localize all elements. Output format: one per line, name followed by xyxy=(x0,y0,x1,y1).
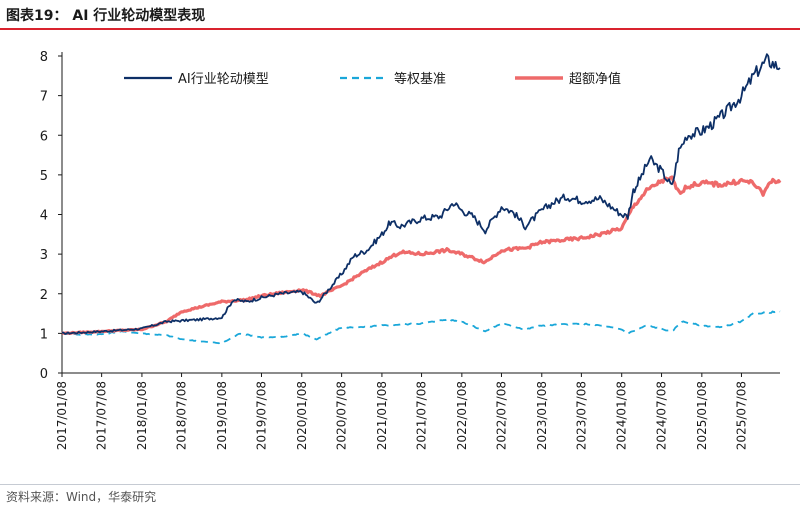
x-tick-label: 2024/07/08 xyxy=(655,381,669,450)
series-line-2 xyxy=(61,175,782,336)
y-tick-label: 6 xyxy=(40,129,48,144)
x-tick-label: 2022/07/08 xyxy=(494,381,508,450)
x-tick-label: 2021/01/08 xyxy=(375,381,389,450)
x-tick-label: 2025/01/08 xyxy=(695,381,709,450)
x-tick-label: 2024/01/08 xyxy=(615,381,629,450)
x-tick-label: 2020/01/08 xyxy=(295,381,309,450)
x-tick-label: 2018/07/08 xyxy=(175,381,189,450)
x-tick-label: 2022/01/08 xyxy=(455,381,469,450)
x-tick-label: 2019/01/08 xyxy=(215,381,229,450)
y-axis: 0 1 2 3 4 5 6 7 8 xyxy=(40,50,63,382)
x-tick-label: 2023/07/08 xyxy=(574,381,588,450)
legend-label-1: 等权基准 xyxy=(394,71,446,87)
series-layer xyxy=(61,53,782,345)
y-tick-label: 0 xyxy=(40,367,48,382)
legend-label-0: AI行业轮动模型 xyxy=(178,72,269,87)
x-tick-label: 2017/01/08 xyxy=(55,381,69,450)
legend: AI行业轮动模型 等权基准 超额净值 xyxy=(124,71,621,87)
series-line-1 xyxy=(61,310,781,345)
series-line-0 xyxy=(61,53,781,335)
y-tick-label: 7 xyxy=(40,90,48,105)
y-tick-label: 8 xyxy=(40,50,48,65)
y-tick-label: 1 xyxy=(40,327,48,342)
line-chart: 0 1 2 3 4 5 6 7 8 2017/01/08 2017/07/08 2018/01/08… xyxy=(40,50,782,450)
source-note: 资料来源：Wind，华泰研究 xyxy=(6,490,157,504)
y-tick-label: 2 xyxy=(40,288,48,303)
x-tick-label: 2023/01/08 xyxy=(535,381,549,450)
figure-title: 图表19： AI 行业轮动模型表现 xyxy=(6,8,206,24)
x-tick-label: 2017/07/08 xyxy=(95,381,109,450)
x-tick-label: 2021/07/08 xyxy=(415,381,429,450)
y-tick-label: 3 xyxy=(40,248,48,263)
legend-label-2: 超额净值 xyxy=(569,71,621,87)
y-tick-label: 5 xyxy=(40,169,48,184)
x-tick-label: 2025/07/08 xyxy=(734,381,748,450)
x-tick-label: 2018/01/08 xyxy=(135,381,149,450)
x-tick-label: 2019/07/08 xyxy=(254,381,268,450)
x-axis: 2017/01/08 2017/07/08 2018/01/08 2018/07/08… xyxy=(55,372,780,450)
footer-divider xyxy=(0,484,800,485)
x-tick-label: 2020/07/08 xyxy=(335,381,349,450)
title-bar: 图表19： AI 行业轮动模型表现 xyxy=(0,0,800,30)
y-tick-label: 4 xyxy=(40,209,48,224)
